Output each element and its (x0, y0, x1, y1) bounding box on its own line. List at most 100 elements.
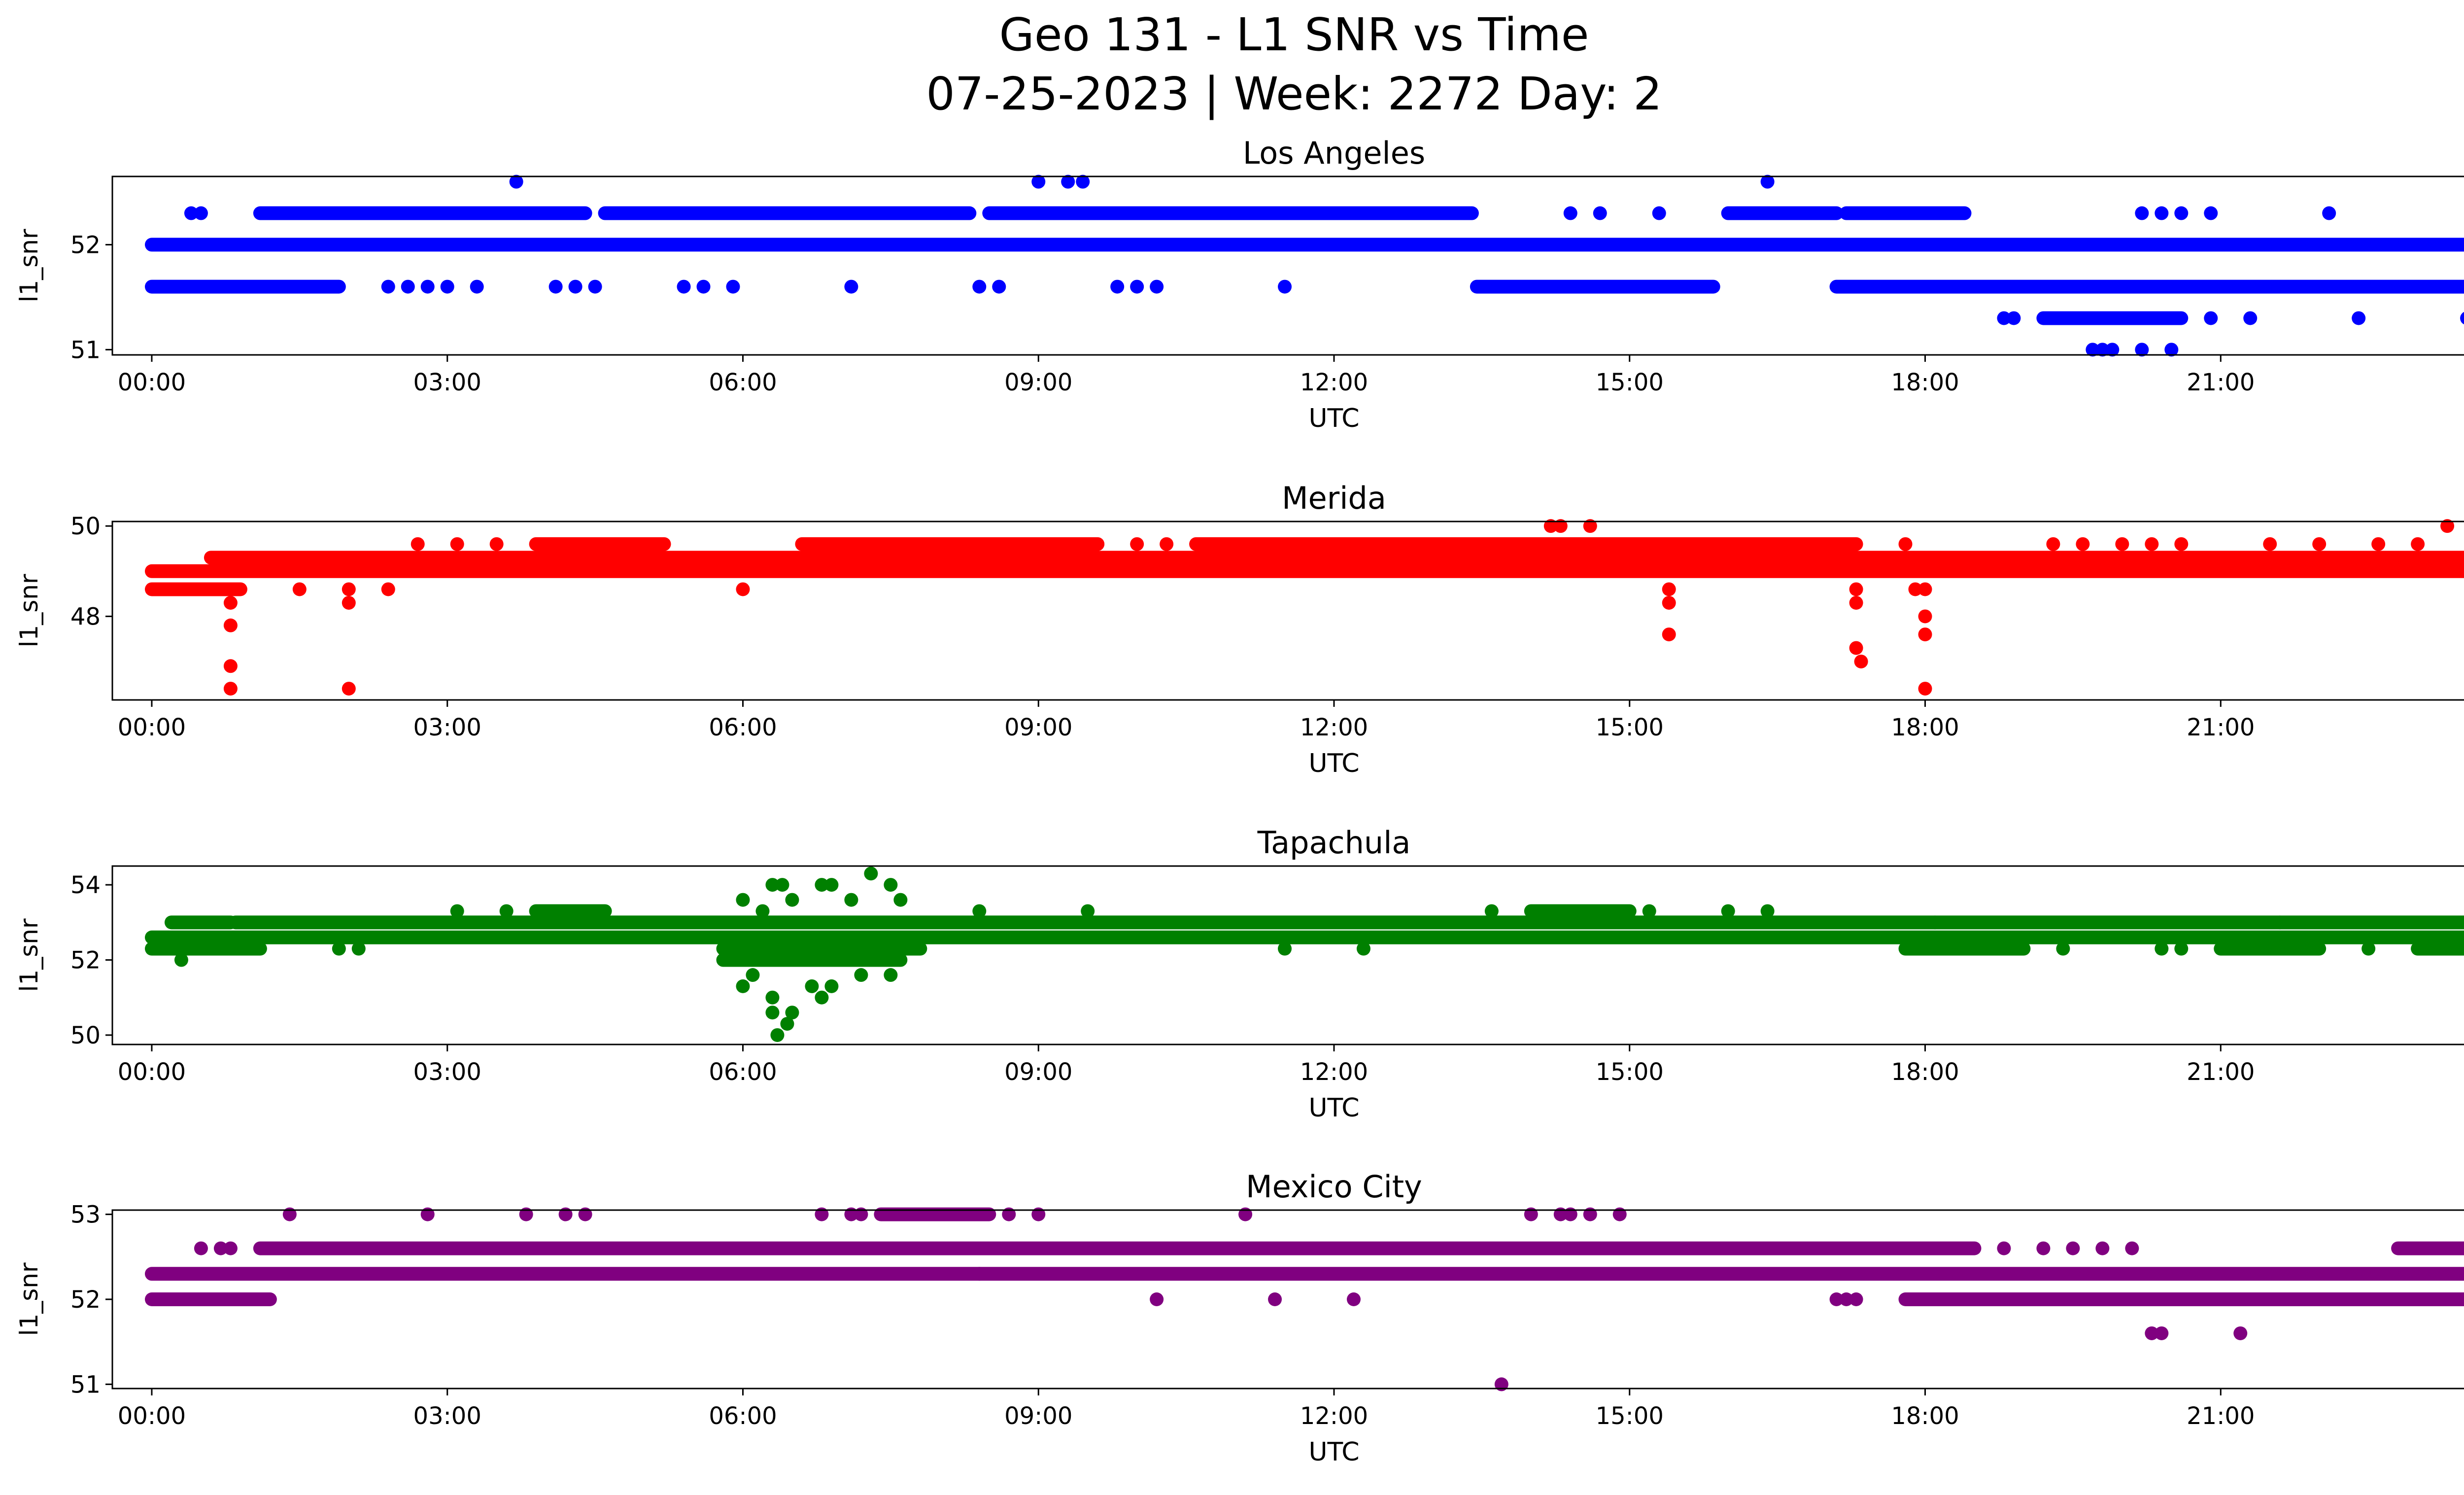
data-point (1662, 627, 1676, 642)
data-point (746, 968, 760, 982)
data-point-run (982, 206, 1479, 220)
data-point (470, 279, 484, 294)
data-point (844, 893, 858, 907)
data-point (1612, 1207, 1627, 1221)
data-point (2095, 343, 2110, 357)
data-point-run (144, 238, 2464, 252)
data-point (1642, 904, 1656, 918)
data-point (1760, 174, 1775, 189)
data-point (194, 206, 208, 220)
data-point (1543, 519, 1558, 533)
y-axis-label: l1_snr (15, 574, 43, 647)
data-point-run (1470, 279, 1720, 294)
data-point (1918, 682, 1932, 696)
data-point (450, 904, 464, 918)
data-point (351, 941, 366, 956)
subplot-title: Mexico City (1246, 1169, 1422, 1205)
subplot-4: Mexico City 00:00 03:00 06:00 09:00 12:00 15:0… (15, 1169, 2464, 1467)
x-tick-label: 18:00 (1891, 369, 1959, 396)
data-point (805, 979, 819, 993)
data-point (1997, 311, 2011, 325)
x-tick-label: 18:00 (1891, 1058, 1959, 1086)
data-point (282, 1207, 297, 1221)
data-point (499, 904, 513, 918)
data-point (884, 968, 898, 982)
data-point (548, 279, 563, 294)
data-point (1849, 595, 1863, 610)
x-tick-label: 12:00 (1300, 1402, 1368, 1430)
series-markers (144, 867, 2464, 1042)
x-axis-label: UTC (1308, 1093, 1359, 1123)
x-tick-label: 15:00 (1596, 1058, 1664, 1086)
data-point (1076, 174, 1090, 189)
y-tick-label: 52 (70, 947, 101, 974)
data-point-run (253, 1241, 1982, 1255)
data-point (1583, 519, 1597, 533)
data-point (174, 953, 188, 967)
data-point (1839, 1292, 1853, 1306)
data-point (2273, 915, 2287, 930)
x-tick-label: 18:00 (1891, 714, 1959, 741)
data-point (509, 174, 523, 189)
data-point (1652, 206, 1666, 220)
data-point (2174, 206, 2189, 220)
x-axis-label: UTC (1308, 749, 1359, 778)
x-tick-label: 21:00 (2187, 369, 2255, 396)
x-axis-label: UTC (1308, 404, 1359, 433)
x-tick-label: 00:00 (118, 714, 186, 741)
data-point (2095, 1241, 2110, 1255)
data-point (489, 537, 504, 551)
series-markers (144, 519, 2464, 696)
data-point (677, 279, 691, 294)
y-tick-label: 50 (70, 513, 101, 540)
data-point (1278, 279, 1292, 294)
x-tick-label: 09:00 (1004, 714, 1072, 741)
data-point (972, 279, 987, 294)
data-point (2204, 311, 2218, 325)
data-point (2036, 1241, 2051, 1255)
data-point (2007, 311, 2021, 325)
data-point-run (1898, 1292, 2464, 1306)
data-point (726, 279, 740, 294)
subplot-1: Los Angeles 00:00 03:00 06:00 09:00 12:00 15:0… (15, 135, 2464, 433)
data-point (854, 968, 868, 982)
data-point (1110, 279, 1125, 294)
data-point (1130, 279, 1144, 294)
x-tick-label: 09:00 (1004, 1058, 1072, 1086)
data-point-run (529, 537, 671, 551)
x-tick-label: 15:00 (1596, 369, 1664, 396)
data-point-run (1189, 537, 1863, 551)
data-point (736, 979, 750, 993)
data-point (1081, 904, 1095, 918)
data-point (440, 279, 454, 294)
data-point (2155, 941, 2169, 956)
data-point-run (2391, 1241, 2464, 1255)
data-point (342, 582, 356, 596)
y-tick-label: 51 (70, 336, 101, 364)
data-point (815, 1207, 829, 1221)
data-point-run (2411, 941, 2464, 956)
data-point (864, 867, 878, 881)
data-point (815, 990, 829, 1005)
data-point-run (716, 953, 908, 967)
data-point (1563, 1207, 1577, 1221)
data-point (1061, 174, 1075, 189)
data-point (1662, 595, 1676, 610)
data-point (1130, 537, 1144, 551)
data-point (972, 1267, 987, 1281)
data-point (223, 618, 238, 632)
data-point (1031, 1207, 1046, 1221)
data-point (1918, 627, 1932, 642)
data-point (893, 893, 908, 907)
data-point (194, 1241, 208, 1255)
data-point-run (144, 582, 247, 596)
data-point-run (144, 564, 2464, 578)
data-point (2135, 206, 2149, 220)
x-tick-label: 06:00 (709, 1058, 777, 1086)
data-point (2322, 206, 2336, 220)
data-point (2204, 206, 2218, 220)
data-point (381, 279, 395, 294)
data-point-run (2036, 311, 2189, 325)
data-point (1997, 1241, 2011, 1255)
